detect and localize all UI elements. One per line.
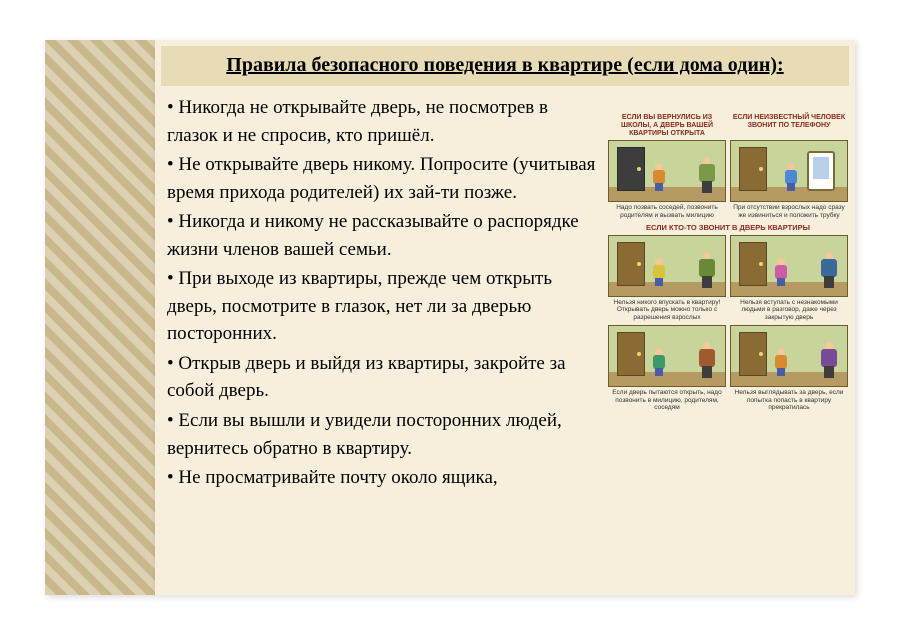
poster-header: ЕСЛИ НЕИЗВЕСТНЫЙ ЧЕЛОВЕК ЗВОНИТ ПО ТЕЛЕФ… <box>730 114 848 140</box>
rule-item: • Не просматривайте почту около ящика, <box>167 464 597 492</box>
poster-illustration <box>730 235 848 297</box>
rule-item: • Не открывайте дверь никому. Попросите … <box>167 151 597 206</box>
poster-illustration <box>608 140 726 202</box>
poster-row: Если дверь пытаются открыть, надо позвон… <box>608 325 848 411</box>
poster-caption: При отсутствии взрослых надо сразу же из… <box>730 204 848 220</box>
rule-item: • При выходе из квартиры, прежде чем отк… <box>167 265 597 348</box>
page-title: Правила безопасного поведения в квартире… <box>161 46 849 86</box>
poster-section-header: ЕСЛИ КТО-ТО ЗВОНИТ В ДВЕРЬ КВАРТИРЫ <box>608 224 848 233</box>
poster-caption: Надо позвать соседей, позвонить родителя… <box>608 204 726 220</box>
poster-illustration <box>730 325 848 387</box>
poster-row: Надо позвать соседей, позвонить родителя… <box>608 140 848 220</box>
poster-caption: Нельзя вступать с незнакомыми людьми в р… <box>730 299 848 321</box>
poster-cell: Нельзя никого впускать в квартиру! Откры… <box>608 235 726 321</box>
page: Правила безопасного поведения в квартире… <box>0 0 900 635</box>
poster-header: ЕСЛИ ВЫ ВЕРНУЛИСЬ ИЗ ШКОЛЫ, А ДВЕРЬ ВАШЕ… <box>608 114 726 140</box>
rules-column: • Никогда не открывайте дверь, не посмот… <box>167 94 597 494</box>
poster-caption: Нельзя никого впускать в квартиру! Откры… <box>608 299 726 321</box>
rule-item: • Никогда не открывайте дверь, не посмот… <box>167 94 597 149</box>
decorative-side-strip <box>45 40 155 595</box>
rule-item: • Если вы вышли и увидели посторонних лю… <box>167 407 597 462</box>
poster-cell: При отсутствии взрослых надо сразу же из… <box>730 140 848 220</box>
rule-item: • Открыв дверь и выйдя из квартиры, закр… <box>167 350 597 405</box>
safety-poster: ЕСЛИ ВЫ ВЕРНУЛИСЬ ИЗ ШКОЛЫ, А ДВЕРЬ ВАШЕ… <box>608 114 848 412</box>
poster-caption: Нельзя выглядывать за дверь, если попытк… <box>730 389 848 411</box>
content-panel: Правила безопасного поведения в квартире… <box>155 40 855 595</box>
poster-illustration <box>608 235 726 297</box>
poster-illustration <box>608 325 726 387</box>
poster-cell: Если дверь пытаются открыть, надо позвон… <box>608 325 726 411</box>
rule-item: • Никогда и никому не рассказывайте о ра… <box>167 208 597 263</box>
body-row: • Никогда не открывайте дверь, не посмот… <box>155 86 855 494</box>
poster-cell: Нельзя выглядывать за дверь, если попытк… <box>730 325 848 411</box>
poster-illustration <box>730 140 848 202</box>
poster-caption: Если дверь пытаются открыть, надо позвон… <box>608 389 726 411</box>
poster-row: Нельзя никого впускать в квартиру! Откры… <box>608 235 848 321</box>
poster-cell: Нельзя вступать с незнакомыми людьми в р… <box>730 235 848 321</box>
poster-header-row: ЕСЛИ ВЫ ВЕРНУЛИСЬ ИЗ ШКОЛЫ, А ДВЕРЬ ВАШЕ… <box>608 114 848 140</box>
illustration-column: ЕСЛИ ВЫ ВЕРНУЛИСЬ ИЗ ШКОЛЫ, А ДВЕРЬ ВАШЕ… <box>597 94 849 416</box>
poster-cell: Надо позвать соседей, позвонить родителя… <box>608 140 726 220</box>
